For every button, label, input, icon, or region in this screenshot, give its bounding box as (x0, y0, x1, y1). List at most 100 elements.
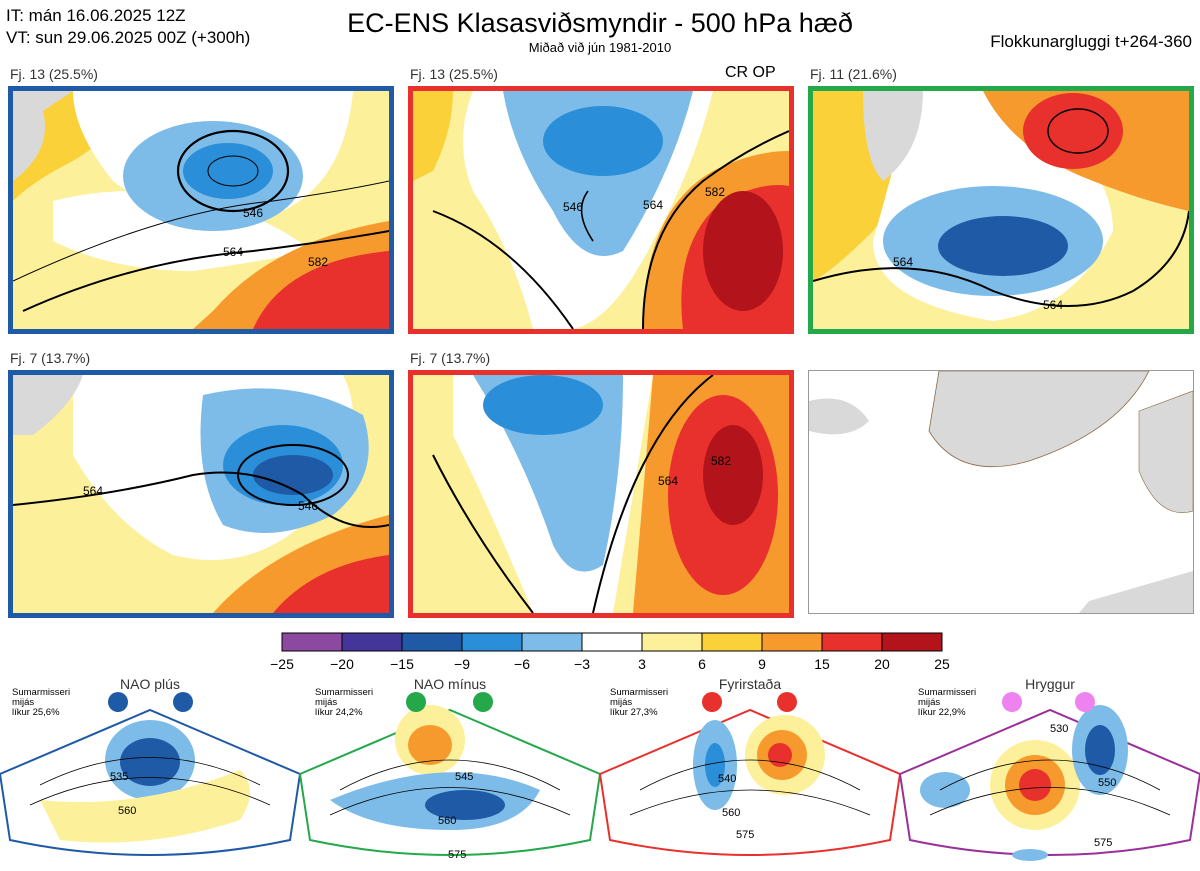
regime-4-contour-a (939, 759, 1161, 791)
colorbar-cell (521, 632, 583, 652)
colorbar-tick-label: −6 (514, 656, 530, 672)
regime-4-contour-b (929, 787, 1171, 816)
map-3-svg: 564 564 (813, 91, 1189, 329)
contour-label-582: 582 (705, 185, 725, 199)
cluster-map-5: 564 582 (408, 370, 794, 618)
regime-2-title: NAO mínus (413, 676, 487, 692)
contour-label-546: 546 (243, 206, 263, 220)
contour-582 (642, 130, 789, 329)
regime-4-label-530: 530 (1050, 723, 1068, 735)
map-2-svg: 546 564 582 (413, 91, 789, 329)
regime-3-contour-a (639, 759, 861, 791)
regime-2-season: Sumarmisseri (315, 687, 374, 698)
regime-1-info: Sumarmisseri mijás líkur 25,6% (12, 688, 70, 718)
colorbar-tick-label: 15 (814, 656, 830, 672)
colorbar-cell (341, 632, 403, 652)
regime-2-level: mijás (315, 697, 338, 708)
contour-label-582: 582 (711, 454, 731, 468)
regime-1-level: mijás (12, 697, 35, 708)
regime-2-contour-b (329, 787, 571, 816)
anom-neg-6 (483, 375, 603, 435)
colorbar-cell (581, 632, 643, 652)
colorbar-tick-label: −20 (330, 656, 354, 672)
regime-2-label-545: 545 (455, 771, 473, 783)
regime-3-label-560: 560 (722, 807, 740, 819)
panel-4-label: Fj. 7 (13.7%) (10, 350, 91, 366)
regime-4-dot-b (1075, 692, 1095, 712)
regime-1-season: Sumarmisseri (12, 687, 71, 698)
colorbar-cell (281, 632, 343, 652)
contour-label-546: 546 (298, 499, 318, 513)
contour-label-564: 564 (893, 255, 913, 269)
regime-1-prob: líkur 25,6% (12, 707, 60, 718)
regime-4-info: Sumarmisseri mijás líkur 22,9% (918, 688, 976, 718)
anom-pos-15 (273, 555, 389, 613)
regime-2-map: 545 560 575 (298, 692, 602, 861)
vt-line: VT: sun 29.06.2025 00Z (+300h) (6, 28, 251, 47)
regime-4-neg-south (1012, 849, 1048, 861)
panel-5-label: Fj. 7 (13.7%) (410, 350, 491, 366)
colorbar (281, 632, 943, 652)
page-subtitle: Miðað við jún 1981-2010 (528, 40, 672, 55)
contour-564 (13, 471, 389, 528)
regime-3-prob: líkur 27,3% (610, 707, 658, 718)
anom-yellow (413, 91, 453, 181)
anom-pos-15 (1023, 93, 1123, 169)
colorbar-tick-label: 3 (638, 656, 646, 672)
contour-label-564: 564 (83, 484, 103, 498)
contour-564 (592, 375, 714, 613)
contour-thin (13, 180, 389, 282)
header-times: IT: mán 16.06.2025 12Z VT: sun 29.06.202… (6, 5, 250, 49)
contour-inner (207, 155, 259, 187)
regime-2-dot-b (473, 692, 493, 712)
colorbar-tick-label: 20 (874, 656, 890, 672)
panel-2-tag: CR OP (725, 64, 776, 81)
cluster-map-2: 546 564 582 (408, 86, 794, 334)
contour-564 (432, 210, 574, 329)
regime-3-sector (598, 708, 902, 856)
panel-3-label: Fj. 11 (21.6%) (810, 66, 897, 82)
regime-3-label-540: 540 (718, 773, 736, 785)
regime-4-label-550: 550 (1098, 777, 1116, 789)
anom-neg-6 (543, 106, 663, 176)
land-europe (1079, 571, 1193, 613)
regime-3-dot-b (777, 692, 797, 712)
colorbar-tick-label: 6 (698, 656, 706, 672)
anom-neg-6 (183, 143, 273, 199)
regime-3-pos-strong (768, 743, 792, 767)
contour-label-564: 564 (658, 474, 678, 488)
regime-2-label-575: 575 (448, 849, 466, 861)
colorbar-cell (761, 632, 823, 652)
colorbar-tick-label: 9 (758, 656, 766, 672)
land-canada (809, 398, 869, 435)
land-greenland (13, 375, 83, 435)
regime-1-contour-b (29, 777, 271, 806)
colorbar-cell (821, 632, 883, 652)
regime-3-info: Sumarmisseri mijás líkur 27,3% (610, 688, 668, 718)
regime-1-label-535: 535 (110, 771, 128, 783)
contour-label-564: 564 (643, 198, 663, 212)
regime-1-dot-b (173, 692, 193, 712)
regime-1-contour-a (39, 757, 261, 786)
colorbar-tick-label: −25 (270, 656, 294, 672)
colorbar-cell (461, 632, 523, 652)
regime-2-neg-strong (425, 790, 505, 820)
regime-1-map: 535 560 (0, 692, 302, 856)
empty-map-svg (809, 371, 1193, 613)
regime-4-prob: líkur 22,9% (918, 707, 966, 718)
regime-4-dot-a (1002, 692, 1022, 712)
colorbar-tick-label: 25 (934, 656, 950, 672)
empty-map (808, 370, 1194, 614)
panel-1-label: Fj. 13 (25.5%) (10, 66, 98, 82)
regime-4-neg-strong (1085, 725, 1115, 775)
colorbar-tick-label: −15 (390, 656, 414, 672)
land-greenland (13, 91, 73, 181)
regime-3-contour-b (629, 789, 871, 816)
map-4-svg: 564 546 (13, 375, 389, 613)
regime-maps: 535 560 545 560 575 540 560 575 (0, 692, 1200, 861)
anom-pos-15 (253, 251, 389, 329)
regime-3-season: Sumarmisseri (610, 687, 669, 698)
map-5-svg: 564 582 (413, 375, 789, 613)
cluster-map-3: 564 564 (808, 86, 1194, 334)
contour-label-564b: 564 (1043, 298, 1063, 312)
